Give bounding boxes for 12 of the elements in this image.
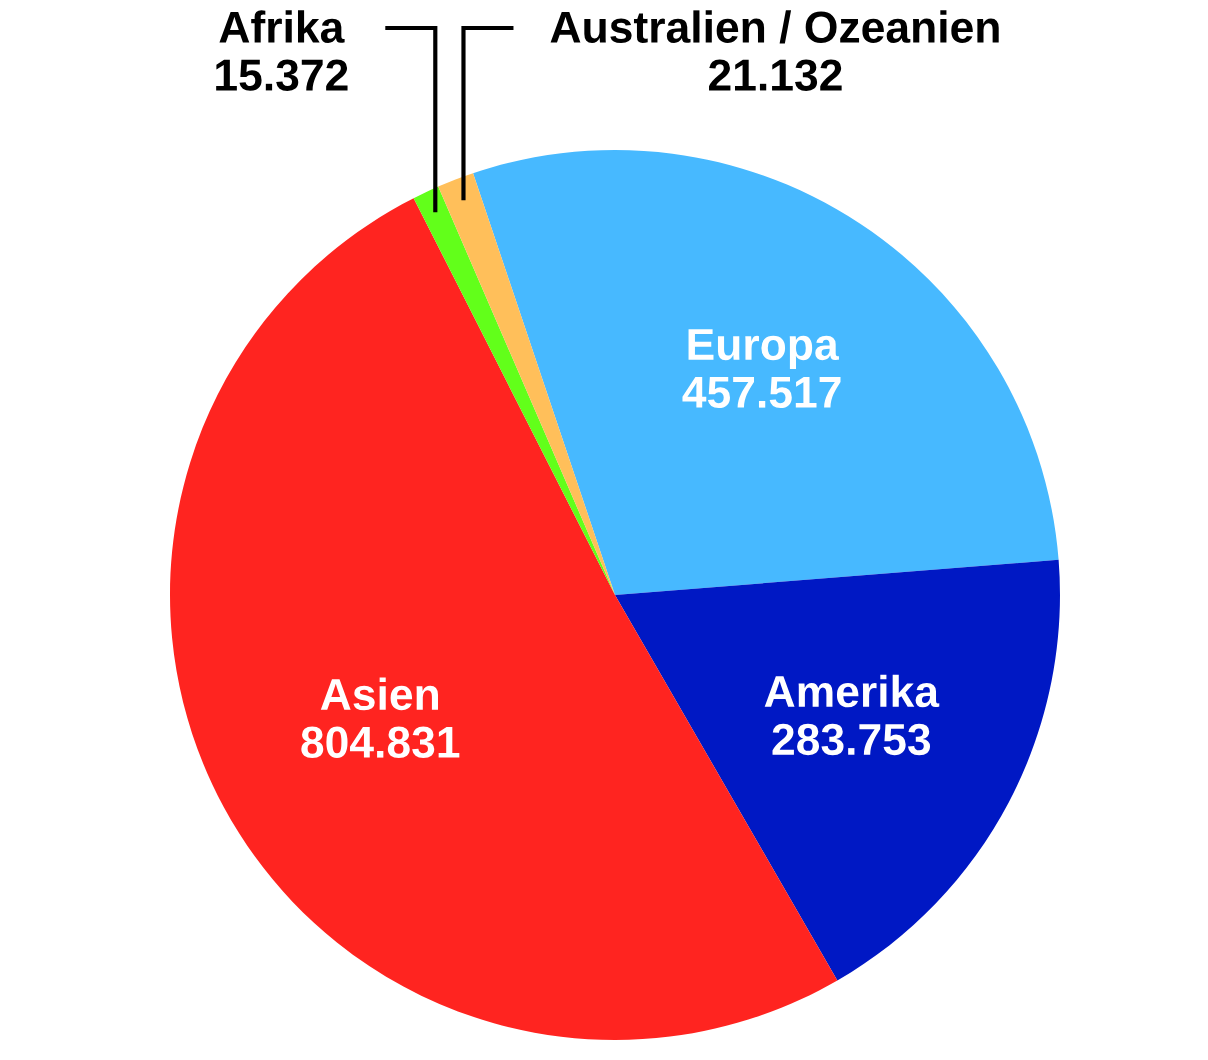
slice-label: Europa: [688, 329, 839, 369]
pie-slice: [615, 559, 1060, 981]
slice-label: Amerika: [764, 674, 940, 708]
data-label: 21.132: [709, 59, 842, 91]
slice-label: Australien / Ozeanien: [550, 10, 999, 44]
slice-label: Asien: [320, 677, 438, 711]
pie-slice: [473, 150, 1059, 595]
data-label: 457.517: [682, 377, 841, 409]
data-label: 804.831: [301, 726, 460, 759]
data-label: 15.372: [216, 59, 348, 91]
slice-label: Afrika: [219, 10, 345, 43]
data-label: 283.753: [772, 723, 931, 756]
